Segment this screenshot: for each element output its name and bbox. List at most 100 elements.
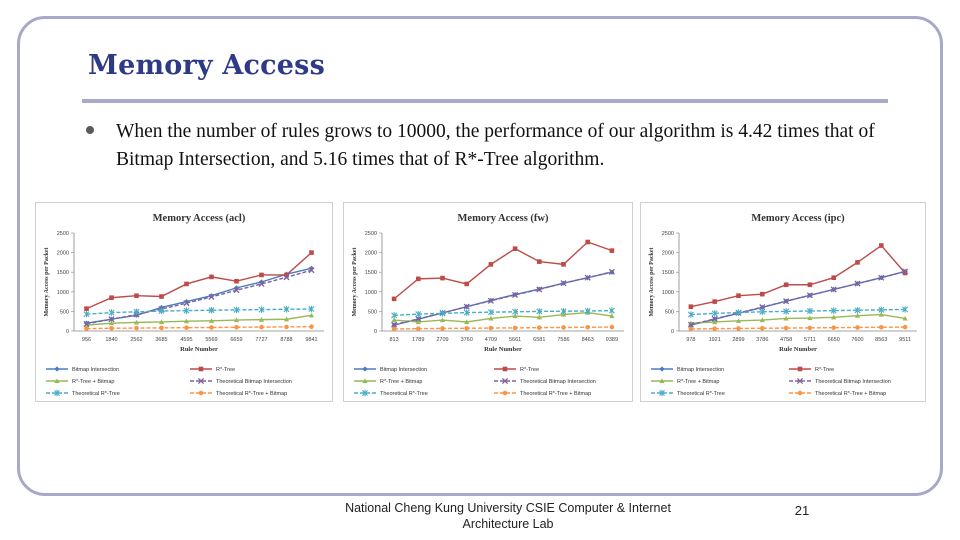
data-point (488, 325, 494, 331)
data-point (234, 278, 239, 284)
x-tick-label: 4595 (180, 337, 192, 343)
y-axis-label: Memory Access per Packet (352, 247, 358, 316)
x-tick-label: 9841 (305, 337, 317, 343)
series-r-tree (391, 239, 615, 302)
series-line (86, 308, 312, 315)
data-point (735, 309, 742, 316)
y-tick-label: 2500 (365, 231, 377, 237)
y-tick-label: 2000 (57, 251, 69, 257)
data-point (902, 315, 908, 321)
y-tick-label: 2500 (662, 231, 674, 237)
data-point (902, 270, 908, 276)
y-tick-label: 1500 (57, 270, 69, 276)
data-point (184, 281, 189, 287)
bullet-icon (86, 126, 94, 134)
legend-entry: Theoretical Bitmap Intersection (190, 377, 292, 385)
data-point (537, 325, 542, 330)
data-point (759, 304, 766, 311)
data-point (854, 307, 861, 314)
legend-marker (362, 366, 368, 372)
data-point (609, 324, 615, 330)
data-point (712, 319, 718, 325)
y-tick-label: 0 (374, 329, 377, 335)
data-point (309, 324, 314, 329)
data-point (84, 306, 89, 311)
x-tick-label: 2709 (436, 337, 448, 343)
data-point (609, 248, 615, 253)
legend-entry: Theoretical R*-Tree + Bitmap (190, 390, 287, 397)
data-point (415, 319, 421, 325)
data-point (108, 320, 115, 326)
chart-svg: Memory Access (ipc) Memory Access per Pac… (649, 213, 917, 397)
data-point (463, 309, 470, 316)
x-tick-label: 1840 (105, 337, 117, 343)
data-point (711, 310, 718, 317)
data-point (760, 291, 765, 297)
data-point (830, 307, 837, 314)
data-point (585, 324, 590, 330)
x-tick-label: 6659 (230, 337, 242, 343)
data-point (512, 246, 518, 251)
data-point (258, 306, 265, 313)
legend-label: Theoretical R*-Tree + Bitmap (815, 391, 886, 397)
data-point (84, 326, 89, 331)
legend-label: Theoretical Bitmap Intersection (815, 379, 891, 385)
legend-entry: Bitmap Intersection (651, 366, 724, 373)
series-line (394, 326, 612, 330)
x-tick-label: 2562 (130, 337, 142, 343)
series-line (690, 326, 906, 330)
x-tick-label: 7727 (255, 337, 267, 343)
chart-ipc: Memory Access (ipc) Memory Access per Pac… (640, 202, 926, 402)
series-line (86, 267, 312, 324)
legend-marker (502, 366, 508, 372)
data-point (831, 325, 836, 330)
data-point (391, 317, 397, 323)
data-point (783, 282, 789, 288)
data-point (854, 280, 861, 287)
x-axis-label: Rule Number (180, 346, 218, 353)
legend-entry: Bitmap Intersection (354, 366, 427, 373)
chart-fw: Memory Access (fw) Memory Access per Pack… (343, 202, 633, 402)
legend-marker (54, 389, 60, 397)
x-tick-label: 7600 (851, 337, 863, 343)
y-tick-label: 2000 (662, 251, 674, 257)
data-point (183, 300, 190, 307)
series-line (690, 308, 906, 316)
data-point (209, 325, 214, 330)
series-r-tree (688, 243, 908, 309)
data-point (830, 286, 837, 293)
data-point (233, 285, 240, 291)
data-point (208, 293, 215, 300)
data-point (258, 279, 265, 285)
data-point (878, 274, 885, 281)
data-point (233, 287, 240, 294)
data-point (609, 313, 615, 319)
data-point (259, 324, 264, 330)
data-point (158, 319, 165, 325)
data-point (208, 318, 215, 323)
data-point (561, 325, 566, 330)
x-tick-label: 956 (82, 337, 91, 343)
x-tick-label: 8788 (280, 337, 292, 343)
data-point (134, 325, 139, 331)
series-line (393, 241, 613, 300)
series-theoretical-r-tree (391, 307, 615, 319)
chart-title: Memory Access (acl) (153, 213, 246, 224)
data-point (109, 325, 114, 331)
data-point (209, 274, 214, 280)
x-tick-label: 4709 (485, 337, 497, 343)
legend-label: R*-Tree + Bitmap (72, 379, 114, 385)
x-tick-label: 8463 (582, 337, 594, 343)
y-tick-label: 500 (665, 309, 674, 315)
data-point (391, 312, 398, 319)
data-point (902, 324, 908, 330)
data-point (735, 318, 742, 323)
series-theoretical-r-tree-bitmap (688, 324, 908, 332)
data-point (83, 320, 90, 328)
legend-label: Bitmap Intersection (677, 367, 724, 373)
data-point (760, 325, 765, 331)
series-r-tree-bitmap (83, 312, 315, 328)
legend-label: R*-Tree (815, 367, 834, 373)
x-tick-label: 3786 (756, 337, 768, 343)
chart-svg: Memory Access (acl) Memory Access per Pac… (44, 213, 324, 397)
